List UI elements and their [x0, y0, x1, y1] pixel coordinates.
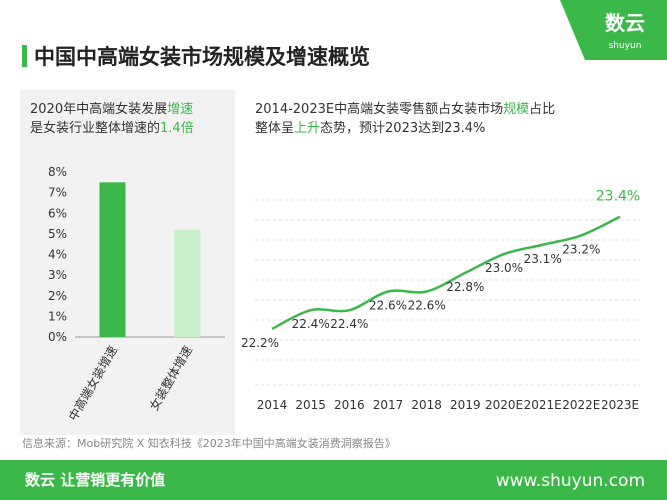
- value-label: 22.6%: [369, 299, 407, 313]
- x-tick-label: 2022E: [562, 398, 600, 412]
- decor-grid: [255, 199, 640, 386]
- x-tick-label: 2023E: [601, 398, 639, 412]
- bar-title: 是女装行业整体增速的1.4倍: [30, 120, 194, 136]
- value-label: 22.6%: [408, 299, 446, 313]
- text: 上升: [294, 121, 320, 136]
- value-label: 22.4%: [330, 317, 368, 331]
- y-tick-label: 7%: [48, 186, 67, 200]
- text: 整体呈: [255, 121, 294, 136]
- slogan: 数云 让营销更有价值: [25, 471, 165, 489]
- text: 占比: [529, 102, 555, 117]
- value-label: 22.8%: [446, 280, 484, 294]
- y-tick-label: 3%: [48, 268, 67, 282]
- logo-sub: shuyun: [609, 41, 642, 51]
- x-tick-label: 2019: [450, 398, 481, 412]
- y-tick-label: 4%: [48, 248, 67, 262]
- y-tick-label: 6%: [48, 206, 67, 220]
- x-tick-label: 2015: [295, 398, 326, 412]
- y-tick-label: 5%: [48, 227, 67, 241]
- title-bar: [22, 45, 27, 67]
- x-tick-label: 2021E: [524, 398, 562, 412]
- text: 2020年中高端女装发展: [30, 101, 167, 117]
- y-tick-label: 1%: [48, 309, 67, 323]
- value-label: 22.4%: [292, 317, 330, 331]
- line-title: 整体呈上升态势，预计2023达到23.4%: [255, 120, 485, 136]
- url: www.shuyun.com: [496, 471, 645, 491]
- page-title: 中国中高端女装市场规模及增速概览: [34, 45, 370, 69]
- x-tick-label: 2017: [373, 398, 404, 412]
- x-tick-label: 2018: [411, 398, 442, 412]
- y-tick-label: 0%: [48, 330, 67, 344]
- y-tick-label: 2%: [48, 289, 67, 303]
- text: 态势，预计2023达到23.4%: [320, 120, 485, 136]
- value-label: 22.2%: [241, 336, 279, 350]
- value-label: 23.4%: [596, 189, 640, 205]
- x-tick-label: 2014: [257, 398, 288, 412]
- text: 1.4倍: [160, 121, 194, 136]
- value-label: 23.2%: [562, 242, 600, 256]
- bar: [99, 182, 126, 337]
- value-label: 23.0%: [485, 261, 523, 275]
- bar-title: 2020年中高端女装发展增速: [30, 101, 193, 117]
- footer-band: [0, 460, 667, 500]
- text: 2014-2023E中高端女装零售额占女装市场: [255, 101, 503, 117]
- logo: 数云: [605, 11, 645, 35]
- line-title: 2014-2023E中高端女装零售额占女装市场规模占比: [255, 101, 555, 117]
- bar: [174, 229, 201, 337]
- left-panel: [20, 90, 235, 435]
- value-label: 23.1%: [524, 252, 562, 266]
- logo-band: [560, 0, 667, 60]
- text: 规模: [503, 102, 529, 117]
- x-tick-label: 2020E: [485, 398, 523, 412]
- text: 增速: [167, 102, 193, 117]
- x-tick-label: 2016: [334, 398, 365, 412]
- y-tick-label: 8%: [48, 165, 67, 179]
- source: 信息来源：Mob研究院 X 知衣科技《2023年中国中高端女装消费洞察报告》: [22, 436, 396, 450]
- text: 是女装行业整体增速的: [30, 120, 160, 136]
- line: [271, 215, 621, 331]
